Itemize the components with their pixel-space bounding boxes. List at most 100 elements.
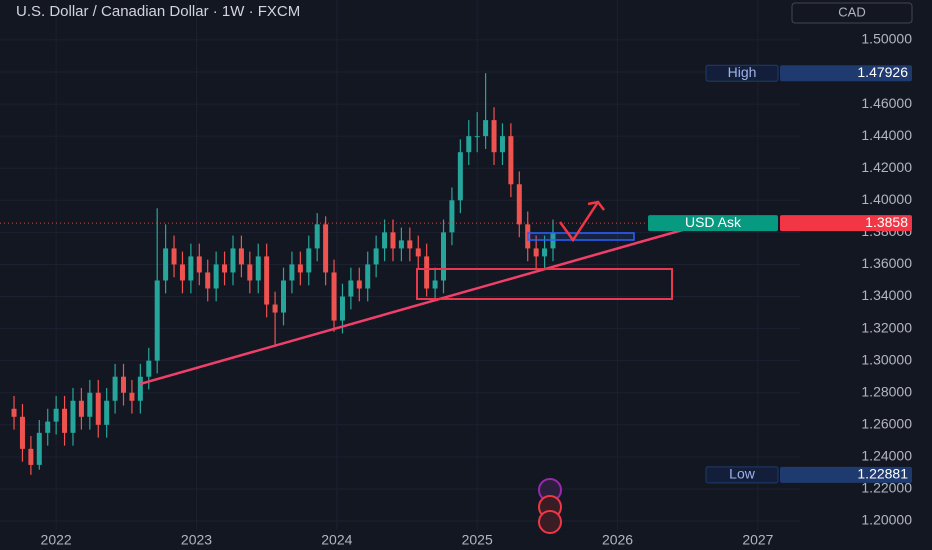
candle-body — [424, 256, 430, 289]
candle-body — [205, 272, 211, 289]
x-tick-label: 2023 — [181, 532, 212, 548]
candle-body — [499, 136, 505, 153]
candle-body — [36, 432, 42, 465]
candle-body — [213, 264, 219, 289]
candle-body — [238, 248, 244, 265]
icon — [538, 510, 562, 534]
marker-value: 1.22881 — [857, 466, 908, 482]
marker-label: USD Ask — [685, 214, 742, 230]
currency-label: CAD — [838, 4, 865, 19]
x-tick-label: 2025 — [462, 532, 493, 548]
candle-body — [19, 416, 25, 449]
candle-body — [146, 360, 152, 377]
y-tick-label: 1.30000 — [861, 351, 912, 367]
marker-value: 1.47926 — [857, 64, 908, 80]
x-tick-label: 2024 — [321, 532, 352, 548]
y-tick-label: 1.24000 — [861, 448, 912, 464]
candle-body — [28, 448, 34, 465]
marker-value-box — [780, 65, 912, 82]
candle-body — [449, 200, 455, 233]
candle-body — [78, 400, 84, 417]
candle-body — [53, 408, 59, 422]
event-icons — [538, 478, 562, 534]
y-tick-label: 1.20000 — [861, 512, 912, 528]
y-tick-label: 1.42000 — [861, 159, 912, 175]
candle-body — [70, 400, 76, 433]
candle-body — [533, 248, 539, 257]
marker-label: High — [728, 64, 757, 80]
candle-body — [45, 421, 51, 433]
candle-body — [491, 120, 497, 153]
candle-body — [121, 376, 127, 393]
candle-body — [390, 232, 396, 249]
x-tick-label: 2022 — [41, 532, 72, 548]
x-tick-label: 2026 — [602, 532, 633, 548]
candle-body — [348, 280, 354, 297]
candle-body — [407, 240, 413, 249]
entry-box — [527, 232, 635, 241]
candle-body — [323, 224, 329, 273]
y-tick-label: 1.26000 — [861, 416, 912, 432]
price-axis: 1.20000 1.22000 1.24000 1.26000 1.28000 1.300… — [41, 31, 913, 548]
candle-body — [415, 248, 421, 257]
candle-body — [255, 256, 261, 281]
currency-box — [791, 2, 913, 24]
candle-body — [297, 264, 303, 273]
candle-body — [163, 248, 169, 281]
marker-label-box — [705, 466, 779, 484]
marker-value: 1.3858 — [865, 214, 908, 230]
marker-label-box — [648, 215, 778, 232]
candle-body — [247, 264, 253, 281]
candle-body — [542, 248, 548, 257]
candle-body — [356, 280, 362, 289]
candle-body — [87, 392, 93, 417]
candle-body — [129, 392, 135, 401]
y-tick-label: 1.40000 — [861, 191, 912, 207]
marker-label: Low — [729, 466, 756, 482]
candle-body — [432, 280, 438, 289]
candle-body — [11, 408, 17, 417]
candle-body — [373, 248, 379, 265]
candle-body — [112, 376, 118, 401]
candle-body — [306, 248, 312, 273]
y-tick-label: 1.34000 — [861, 287, 912, 303]
y-tick-label: 1.22000 — [861, 480, 912, 496]
y-tick-label: 1.44000 — [861, 127, 912, 143]
candle-body — [483, 120, 489, 137]
candle-body — [314, 224, 320, 249]
candle-body — [179, 264, 185, 281]
candle-body — [398, 240, 404, 249]
candle-body — [508, 136, 514, 185]
candle-body — [331, 272, 337, 321]
candle-body — [382, 232, 388, 249]
candle-body — [474, 136, 480, 138]
candle-body — [365, 264, 371, 289]
y-tick-label: 1.32000 — [861, 319, 912, 335]
candle-body — [196, 256, 202, 273]
candle-body — [137, 376, 143, 401]
candle-body — [289, 264, 295, 281]
candle-body — [516, 184, 522, 225]
candle-body — [281, 280, 287, 313]
check-arrow — [558, 201, 600, 243]
y-tick-label: 1.46000 — [861, 95, 912, 111]
y-tick-label: 1.28000 — [861, 383, 912, 399]
candle-body — [441, 232, 447, 281]
candle-body — [222, 264, 228, 273]
candle-body — [339, 296, 345, 321]
y-tick-label: 1.50000 — [861, 31, 912, 47]
y-tick-label: 1.36000 — [861, 255, 912, 271]
candle-body — [230, 248, 236, 273]
candle-body — [272, 304, 278, 313]
x-tick-label: 2027 — [742, 532, 773, 548]
chart-title: U.S. Dollar / Canadian Dollar · 1W · FXC… — [16, 3, 300, 20]
candle-body — [95, 392, 101, 425]
candle-body — [154, 280, 160, 361]
marker-value-box — [780, 215, 912, 232]
trend-line — [139, 227, 687, 386]
candle-body — [264, 256, 270, 305]
arrow-head — [587, 200, 605, 211]
